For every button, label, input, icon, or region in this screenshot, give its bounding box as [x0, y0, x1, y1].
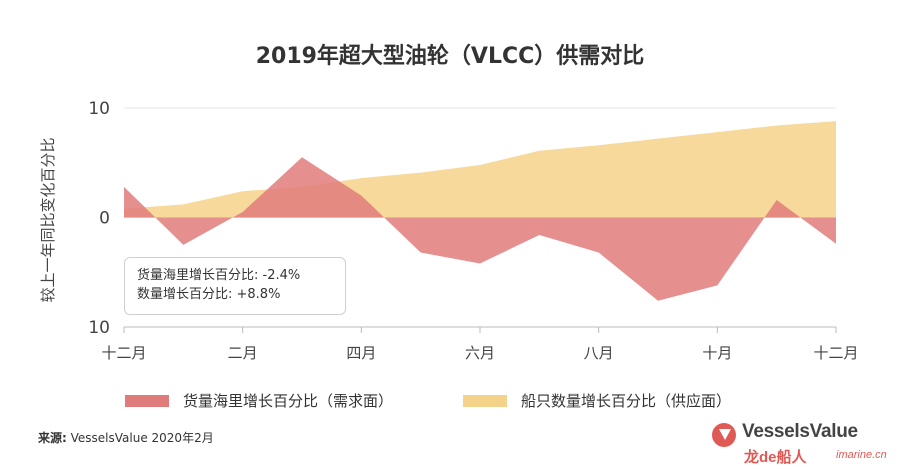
- y-axis-label: 较上一年同比变化百分比: [39, 137, 57, 302]
- x-tick-label: 二月: [228, 344, 258, 362]
- x-tick-label: 四月: [346, 344, 376, 362]
- chart-title: 2019年超大型油轮（VLCC）供需对比: [255, 44, 645, 69]
- source-label: 来源:: [38, 431, 67, 445]
- legend-label-supply: 船只数量增长百分比（供应面）: [521, 392, 732, 410]
- tooltip-line-supply: 数量增长百分比: +8.8%: [137, 287, 281, 302]
- y-tick-label: 10: [88, 318, 110, 338]
- legend-label-demand: 货量海里增长百分比（需求面）: [183, 392, 394, 410]
- area-demand[interactable]: [124, 157, 836, 301]
- x-tick-label: 六月: [465, 344, 495, 362]
- data-tooltip: 货量海里增长百分比: -2.4% 数量增长百分比: +8.8%: [124, 257, 346, 315]
- y-tick-label: 0: [99, 209, 110, 229]
- logo-brand: VesselsValue: [742, 421, 858, 442]
- x-tick-label: 十二月: [813, 344, 858, 362]
- source-text: VesselsValue 2020年2月: [66, 431, 214, 445]
- logo-watermark: 龙de船人: [744, 449, 807, 466]
- legend-item-supply[interactable]: 船只数量增长百分比（供应面）: [463, 390, 731, 411]
- tooltip-line-demand: 货量海里增长百分比: -2.4%: [137, 268, 301, 283]
- legend-swatch-demand: [125, 394, 169, 407]
- vesselsvalue-logo: VesselsValue 龙de船人 imarine.cn: [710, 420, 890, 466]
- source-note: 来源: VesselsValue 2020年2月: [38, 429, 214, 446]
- x-tick-label: 十月: [702, 344, 732, 362]
- legend-item-demand[interactable]: 货量海里增长百分比（需求面）: [125, 390, 393, 411]
- x-tick-label: 八月: [584, 344, 614, 362]
- area-supply[interactable]: [124, 121, 836, 218]
- legend-swatch-supply: [463, 394, 507, 407]
- chart-legend: 货量海里增长百分比（需求面） 船只数量增长百分比（供应面）: [0, 390, 900, 410]
- y-tick-label: 10: [88, 99, 110, 119]
- series-areas: [124, 121, 836, 301]
- logo-watermark-url: imarine.cn: [836, 449, 887, 461]
- x-tick-label: 十二月: [101, 344, 146, 362]
- axes: 10 0 10 十二月 二月 四月 六月 八月 十月 十二月: [88, 99, 858, 362]
- logo-mark-icon: [712, 423, 736, 447]
